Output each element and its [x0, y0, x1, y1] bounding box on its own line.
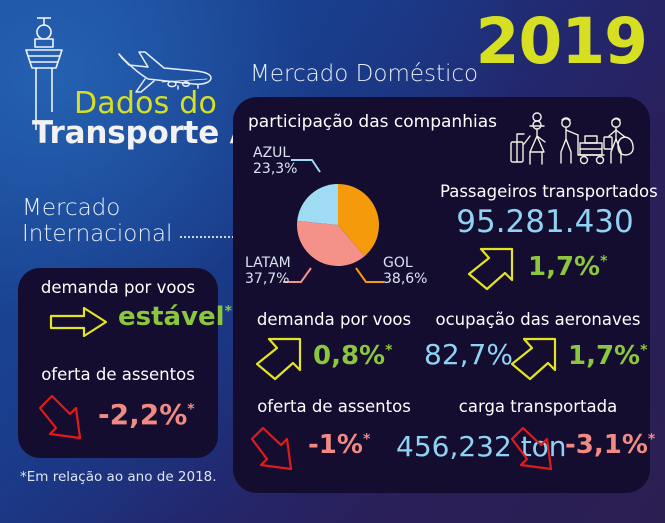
- domestic-demand-change-text: 0,8%: [313, 341, 386, 371]
- arrow-up-icon: [465, 246, 517, 292]
- footnote-star: *: [647, 431, 656, 448]
- domestic-section-heading: Mercado Doméstico: [250, 61, 665, 114]
- passengers-change-text: 1,7%: [528, 252, 601, 282]
- intl-demand-label: demanda por voos: [40, 278, 196, 297]
- pie-svg: [297, 184, 379, 266]
- pie-label-gol-value: 38,6%: [383, 271, 428, 288]
- international-panel: [18, 268, 218, 458]
- intl-seats-value-text: -2,2%: [98, 398, 188, 431]
- pie-label-latam: LATAM 37,7%: [245, 255, 291, 287]
- cargo-value: 456,232 ton: [396, 430, 567, 463]
- domestic-seats-change-text: -1%: [308, 430, 363, 460]
- pie-label-gol-name: GOL: [383, 255, 413, 271]
- brand-title-line1: Dados do: [74, 86, 218, 121]
- footnote-star: *: [640, 342, 648, 359]
- arrow-up-icon: [253, 336, 305, 382]
- occupancy-change: 1,7%*: [568, 341, 647, 371]
- pie-slice-azul: [297, 184, 338, 225]
- domestic-seats-label: oferta de assentos: [257, 397, 411, 416]
- occupancy-change-text: 1,7%: [568, 341, 641, 371]
- companies-share-pie-chart: [296, 183, 380, 267]
- footnote-text: *Em relação ao ano de 2018.: [20, 469, 217, 485]
- pie-chart-title: participação das companhias: [248, 112, 497, 132]
- footnote-star: *: [385, 342, 393, 359]
- arrow-flat-icon: [48, 303, 110, 341]
- passengers-label: Passageiros transportados: [440, 182, 658, 201]
- cargo-label: carga transportada: [458, 397, 618, 416]
- pie-label-azul-value: 23,3%: [253, 161, 298, 178]
- arrow-up-icon: [508, 336, 560, 382]
- gol-leader-line: [355, 267, 384, 283]
- arrow-down-icon: [248, 424, 302, 474]
- arrow-down-icon: [36, 392, 92, 444]
- pie-slice-latam: [297, 220, 365, 266]
- azul-leader-line: [291, 159, 321, 173]
- domestic-heading-text: Mercado Doméstico: [250, 61, 479, 87]
- international-heading-line2: Internacional: [22, 220, 173, 247]
- airplane-icon: [112, 48, 216, 96]
- occupancy-value: 82,7%: [424, 338, 513, 371]
- latam-leader-line: [283, 267, 312, 283]
- domestic-demand-label: demanda por voos: [256, 310, 412, 329]
- cargo-change: -3,1%*: [565, 430, 655, 460]
- pie-label-gol: GOL 38,6%: [383, 255, 427, 287]
- year-label: 2019: [475, 5, 648, 78]
- arrow-down-icon: [508, 424, 562, 474]
- passengers-change: 1,7%*: [528, 252, 607, 282]
- pie-label-latam-name: LATAM: [245, 255, 291, 271]
- pie-label-azul: AZUL 23,3%: [253, 145, 297, 177]
- footnote-star: *: [362, 431, 371, 448]
- intl-demand-value: estável*: [118, 302, 232, 332]
- footnote-star: *: [600, 253, 608, 270]
- pie-slice-gol: [338, 184, 379, 257]
- domestic-seats-change: -1%*: [308, 430, 370, 460]
- footnote-star: *: [224, 303, 232, 320]
- footnote-star: *: [187, 401, 195, 418]
- intl-seats-label: oferta de assentos: [41, 365, 195, 384]
- travelers-with-luggage-icon: [508, 112, 636, 174]
- occupancy-label: ocupação das aeronaves: [435, 310, 641, 329]
- international-section-heading: Mercado Internacional: [22, 195, 259, 248]
- intl-demand-value-text: estável: [118, 302, 225, 332]
- passengers-value: 95.281.430: [456, 204, 634, 240]
- control-tower-icon: [16, 12, 72, 132]
- pie-label-azul-name: AZUL: [253, 145, 291, 161]
- heading-dotted-rule: [180, 235, 259, 238]
- international-heading-line1: Mercado: [22, 195, 121, 221]
- cargo-change-text: -3,1%: [565, 430, 648, 460]
- domestic-panel: [233, 97, 650, 493]
- intl-seats-value: -2,2%*: [98, 398, 195, 431]
- pie-label-latam-value: 37,7%: [245, 271, 290, 288]
- domestic-demand-change: 0,8%*: [313, 341, 392, 371]
